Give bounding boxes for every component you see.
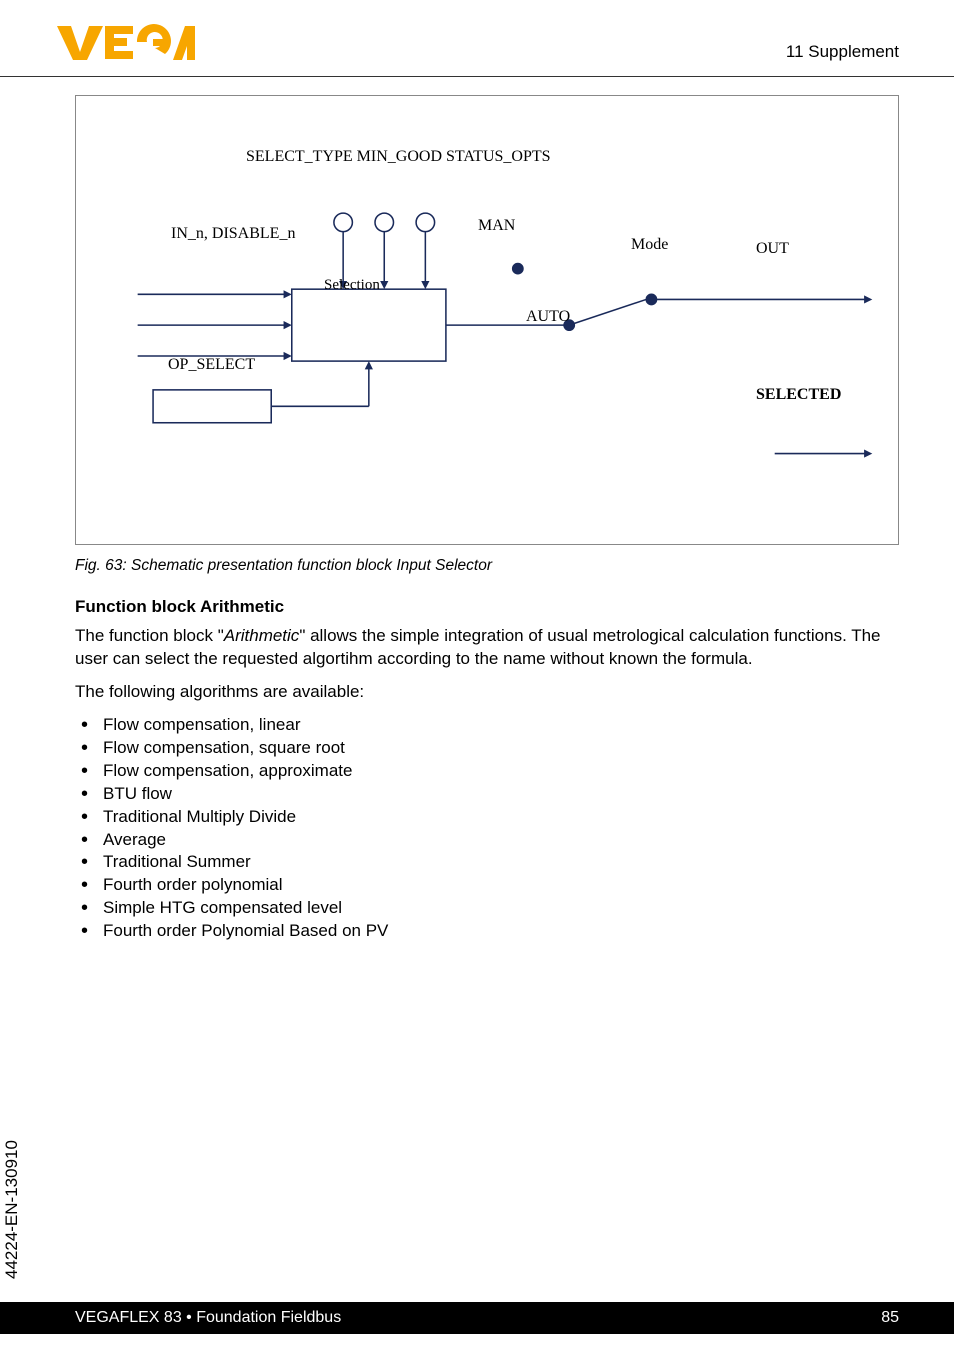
diagram-mode-label: Mode [631, 236, 668, 254]
list-item: Flow compensation, square root [75, 737, 899, 760]
diagram-selection-label: Selection [324, 277, 380, 294]
page-header: 11 Supplement [0, 0, 954, 77]
list-item: Simple HTG compensated level [75, 897, 899, 920]
diagram-in-disable-label: IN_n, DISABLE_n [171, 225, 295, 243]
diagram-op-select-label: OP_SELECT [168, 356, 255, 374]
vega-logo [55, 22, 195, 68]
diagram-man-label: MAN [478, 217, 515, 235]
list-item: Average [75, 829, 899, 852]
diagram-auto-label: AUTO [526, 308, 570, 326]
list-item: Flow compensation, approximate [75, 760, 899, 783]
diagram-selected-label: SELECTED [756, 386, 841, 404]
para1-italic: Arithmetic [224, 626, 300, 645]
header-section-label: 11 Supplement [786, 42, 899, 68]
algorithms-intro: The following algorithms are available: [75, 681, 899, 704]
arithmetic-paragraph: The function block "Arithmetic" allows t… [75, 625, 899, 671]
figure-caption: Fig. 63: Schematic presentation function… [75, 557, 899, 575]
footer-right: 85 [881, 1309, 899, 1327]
footer-left: VEGAFLEX 83 • Foundation Fieldbus [75, 1309, 341, 1327]
document-code-side: 44224-EN-130910 [2, 1140, 22, 1279]
list-item: Traditional Multiply Divide [75, 806, 899, 829]
list-item: Flow compensation, linear [75, 714, 899, 737]
list-item: Traditional Summer [75, 851, 899, 874]
diagram-out-label: OUT [756, 240, 789, 258]
algorithms-list: Flow compensation, linear Flow compensat… [75, 714, 899, 943]
para1-pre: The function block " [75, 626, 224, 645]
section-title: Function block Arithmetic [75, 597, 899, 617]
list-item: BTU flow [75, 783, 899, 806]
page-footer: VEGAFLEX 83 • Foundation Fieldbus 85 [0, 1302, 954, 1334]
list-item: Fourth order polynomial [75, 874, 899, 897]
list-item: Fourth order Polynomial Based on PV [75, 920, 899, 943]
diagram-top-label: SELECT_TYPE MIN_GOOD STATUS_OPTS [246, 148, 551, 166]
input-selector-diagram: SELECT_TYPE MIN_GOOD STATUS_OPTS IN_n, D… [75, 95, 899, 545]
